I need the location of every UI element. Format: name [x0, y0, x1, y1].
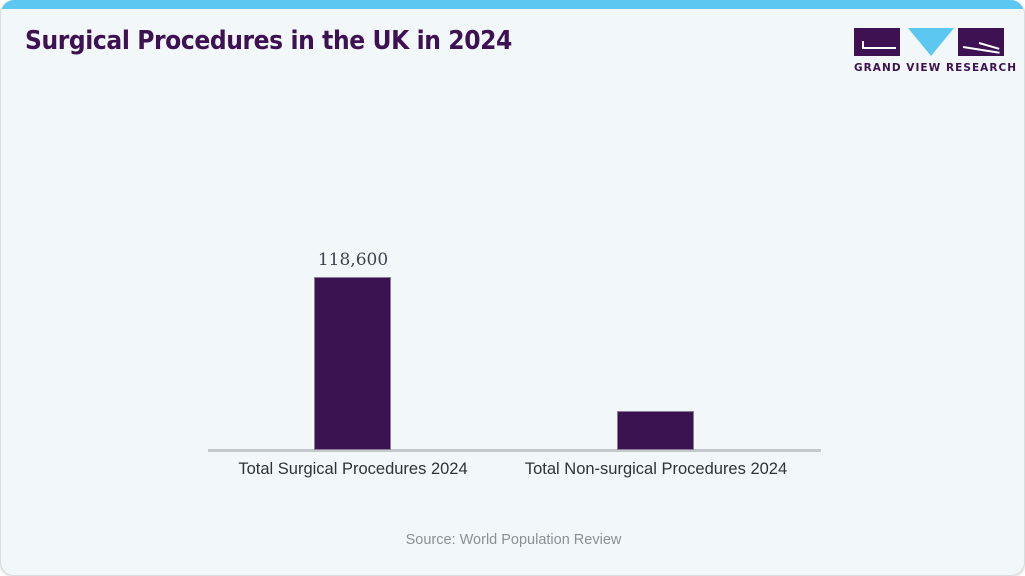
bar-value-label: 118,600	[317, 250, 389, 270]
logo-marks	[854, 26, 1004, 59]
logo-left-block-icon	[854, 28, 900, 56]
grand-view-research-logo: GRAND VIEW RESEARCH	[854, 26, 1018, 82]
x-tick-label-total-surgical-procedures-2024: Total Surgical Procedures 2024	[238, 460, 468, 478]
x-axis-line	[208, 449, 821, 452]
top-accent-bar	[1, 0, 1024, 9]
logo-wordmark: GRAND VIEW RESEARCH	[854, 62, 1018, 74]
bar-total-non-surgical-procedures-2024[interactable]	[617, 411, 694, 450]
chart-header: Surgical Procedures in the UK in 2024 GR…	[1, 9, 1024, 87]
source-note: Source: World Population Review	[405, 532, 622, 548]
logo-triangle-icon	[908, 28, 954, 56]
page-title: Surgical Procedures in the UK in 2024	[25, 26, 512, 56]
x-tick-label-total-non-surgical-procedures-2024: Total Non-surgical Procedures 2024	[524, 460, 788, 478]
logo-right-block-icon	[958, 28, 1004, 56]
bar-total-surgical-procedures-2024[interactable]	[314, 277, 391, 450]
